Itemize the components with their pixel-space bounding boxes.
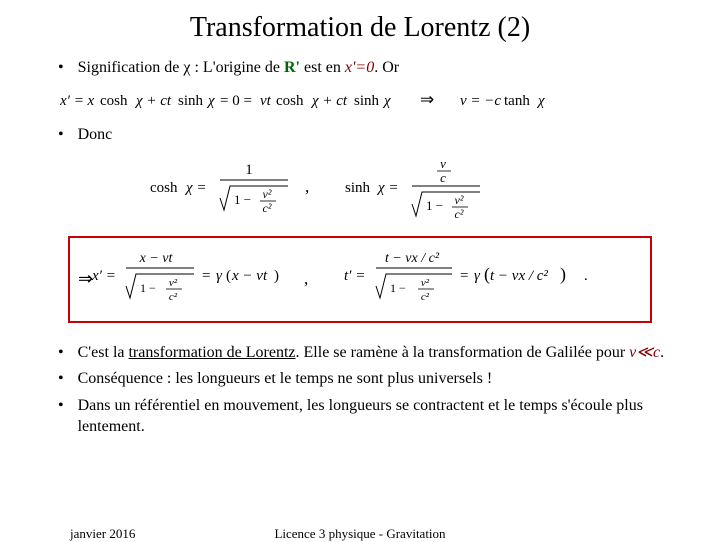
svg-text:tanh: tanh bbox=[504, 93, 530, 109]
bullet-mark: • bbox=[58, 396, 64, 438]
svg-text:χ: χ bbox=[206, 93, 215, 109]
bullet-1-text: Signification de χ : L'origine de R' est… bbox=[78, 58, 680, 79]
equation-line-2: cosh χ = 1 1 − v² c² , sinh χ = v c 1 − … bbox=[40, 154, 680, 224]
bullet-4: • Conséquence : les longueurs et le temp… bbox=[40, 369, 680, 390]
svg-text:cosh: cosh bbox=[150, 180, 178, 196]
svg-text:x − vt: x − vt bbox=[231, 268, 268, 284]
svg-text:v = −c: v = −c bbox=[460, 93, 501, 109]
bullet-5-text: Dans un référentiel en mouvement, les lo… bbox=[78, 396, 680, 438]
implies-icon: ⇒ bbox=[78, 269, 93, 290]
bullet-4-text: Conséquence : les longueurs et le temps … bbox=[78, 369, 680, 390]
svg-text:= 0 =: = 0 = bbox=[220, 93, 252, 109]
svg-text:t′ =: t′ = bbox=[344, 268, 365, 284]
svg-text:,: , bbox=[305, 177, 309, 196]
boxed-equation: ⇒ x′ = x − vt 1 − v² c² = γ ( x − vt ) ,… bbox=[68, 236, 652, 323]
svg-text:v: v bbox=[440, 156, 446, 171]
bullet-2: • Donc bbox=[40, 125, 680, 146]
svg-text:v²: v² bbox=[421, 277, 430, 289]
bullet-mark: • bbox=[58, 58, 64, 79]
svg-text:1 −: 1 − bbox=[140, 281, 156, 295]
svg-text:c²: c² bbox=[169, 291, 178, 303]
bullet-5: • Dans un référentiel en mouvement, les … bbox=[40, 396, 680, 438]
bullet-mark: • bbox=[58, 369, 64, 390]
svg-text:): ) bbox=[274, 268, 279, 284]
inline-vllc: v≪c bbox=[629, 344, 660, 361]
svg-text:cosh: cosh bbox=[276, 93, 304, 109]
svg-text:=: = bbox=[202, 268, 210, 284]
svg-text:⇒: ⇒ bbox=[420, 90, 434, 109]
svg-text:x′ = x: x′ = x bbox=[60, 93, 95, 109]
svg-text:(: ( bbox=[226, 268, 231, 284]
svg-text:t − vx / c²: t − vx / c² bbox=[490, 268, 548, 284]
svg-text:vt: vt bbox=[260, 93, 272, 109]
bullet-mark: • bbox=[58, 125, 64, 146]
svg-text:1 −: 1 − bbox=[426, 198, 443, 213]
svg-text:sinh: sinh bbox=[178, 93, 204, 109]
svg-text:): ) bbox=[560, 264, 566, 285]
bullet-3-text: C'est la transformation de Lorentz. Elle… bbox=[78, 343, 680, 364]
svg-text:sinh: sinh bbox=[354, 93, 380, 109]
svg-text:γ: γ bbox=[474, 268, 481, 284]
svg-text:x − vt: x − vt bbox=[139, 251, 174, 266]
svg-text:χ: χ bbox=[536, 93, 545, 109]
svg-text:c²: c² bbox=[263, 201, 272, 215]
bullet-3: • C'est la transformation de Lorentz. El… bbox=[40, 343, 680, 364]
svg-text:sinh: sinh bbox=[345, 180, 371, 196]
svg-text:v²: v² bbox=[455, 193, 464, 207]
svg-text:t − vx / c²: t − vx / c² bbox=[385, 251, 440, 266]
svg-text:v²: v² bbox=[169, 277, 178, 289]
svg-text:1: 1 bbox=[245, 162, 253, 178]
equation-line-1: x′ = x cosh χ + ct sinh χ = 0 = vt cosh … bbox=[40, 87, 680, 113]
svg-text:=: = bbox=[460, 268, 468, 284]
svg-text:v²: v² bbox=[263, 187, 272, 201]
inline-eq-xprime: x'=0 bbox=[345, 59, 374, 76]
svg-text:χ =: χ = bbox=[184, 180, 206, 196]
bullet-mark: • bbox=[58, 343, 64, 364]
bullet-1: • Signification de χ : L'origine de R' e… bbox=[40, 58, 680, 79]
page-title: Transformation de Lorentz (2) bbox=[40, 12, 680, 44]
lorentz-underline: transformation de Lorentz bbox=[128, 344, 295, 361]
svg-text:.: . bbox=[584, 268, 588, 284]
svg-text:cosh: cosh bbox=[100, 93, 128, 109]
svg-text:,: , bbox=[304, 269, 308, 288]
svg-text:1 −: 1 − bbox=[390, 281, 406, 295]
svg-text:χ =: χ = bbox=[376, 180, 398, 196]
svg-text:c²: c² bbox=[421, 291, 430, 303]
svg-text:x′ =: x′ = bbox=[91, 268, 116, 284]
svg-text:c: c bbox=[440, 170, 446, 185]
r-prime: R' bbox=[284, 59, 300, 76]
svg-text:γ: γ bbox=[216, 268, 223, 284]
svg-text:χ + ct: χ + ct bbox=[134, 93, 172, 109]
svg-text:1 −: 1 − bbox=[234, 192, 251, 207]
bullet-2-text: Donc bbox=[78, 125, 680, 146]
svg-text:c²: c² bbox=[455, 207, 464, 221]
svg-text:χ + ct: χ + ct bbox=[310, 93, 348, 109]
svg-text:χ: χ bbox=[382, 93, 391, 109]
